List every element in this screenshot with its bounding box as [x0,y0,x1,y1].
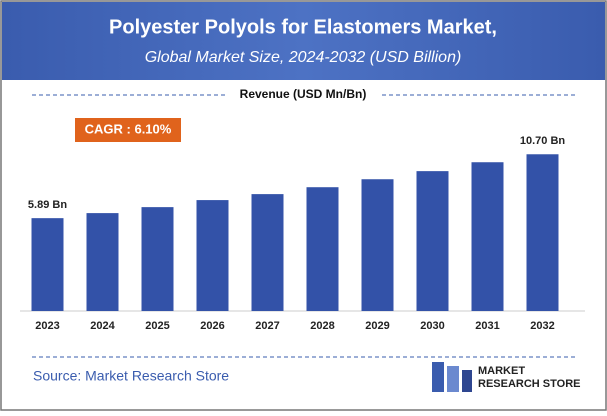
source: Source: Market Research Store [33,368,229,384]
data-label: 10.70 Bn [520,135,566,147]
chart-subtitle: Global Market Size, 2024-2032 (USD Billi… [145,49,462,66]
logo-icon [447,366,459,392]
x-tick-label: 2031 [475,320,499,332]
x-tick-label: 2027 [255,320,279,332]
bar [306,187,339,311]
bar [416,171,449,311]
y-axis-label: Revenue (USD Mn/Bn) [240,87,367,101]
header-band [2,2,605,80]
bar [251,194,284,311]
bar [471,162,504,311]
x-tick-label: 2030 [420,320,444,332]
x-tick-label: 2029 [365,320,389,332]
logo-icon [432,362,444,392]
annotation: CAGR : 6.10% [85,121,172,136]
bar [196,200,229,311]
x-tick-label: 2025 [145,320,169,332]
bar [526,154,559,311]
x-tick-label: 2023 [35,320,59,332]
x-tick-label: 2024 [90,320,115,332]
cagr-box [75,118,181,142]
logo-text: MARKET [478,365,525,377]
bar [141,207,174,311]
chart-title: Polyester Polyols for Elastomers Market, [109,16,497,38]
data-label: 5.89 Bn [28,199,67,211]
x-tick-label: 2032 [530,320,554,332]
x-tick-label: 2028 [310,320,334,332]
bar [361,179,394,311]
logo-text: RESEARCH STORE [478,378,580,390]
x-tick-label: 2026 [200,320,224,332]
logo-icon [462,370,472,392]
logo: MARKET RESEARCH STORE [432,362,580,392]
bar [31,218,64,311]
bar [86,213,119,311]
